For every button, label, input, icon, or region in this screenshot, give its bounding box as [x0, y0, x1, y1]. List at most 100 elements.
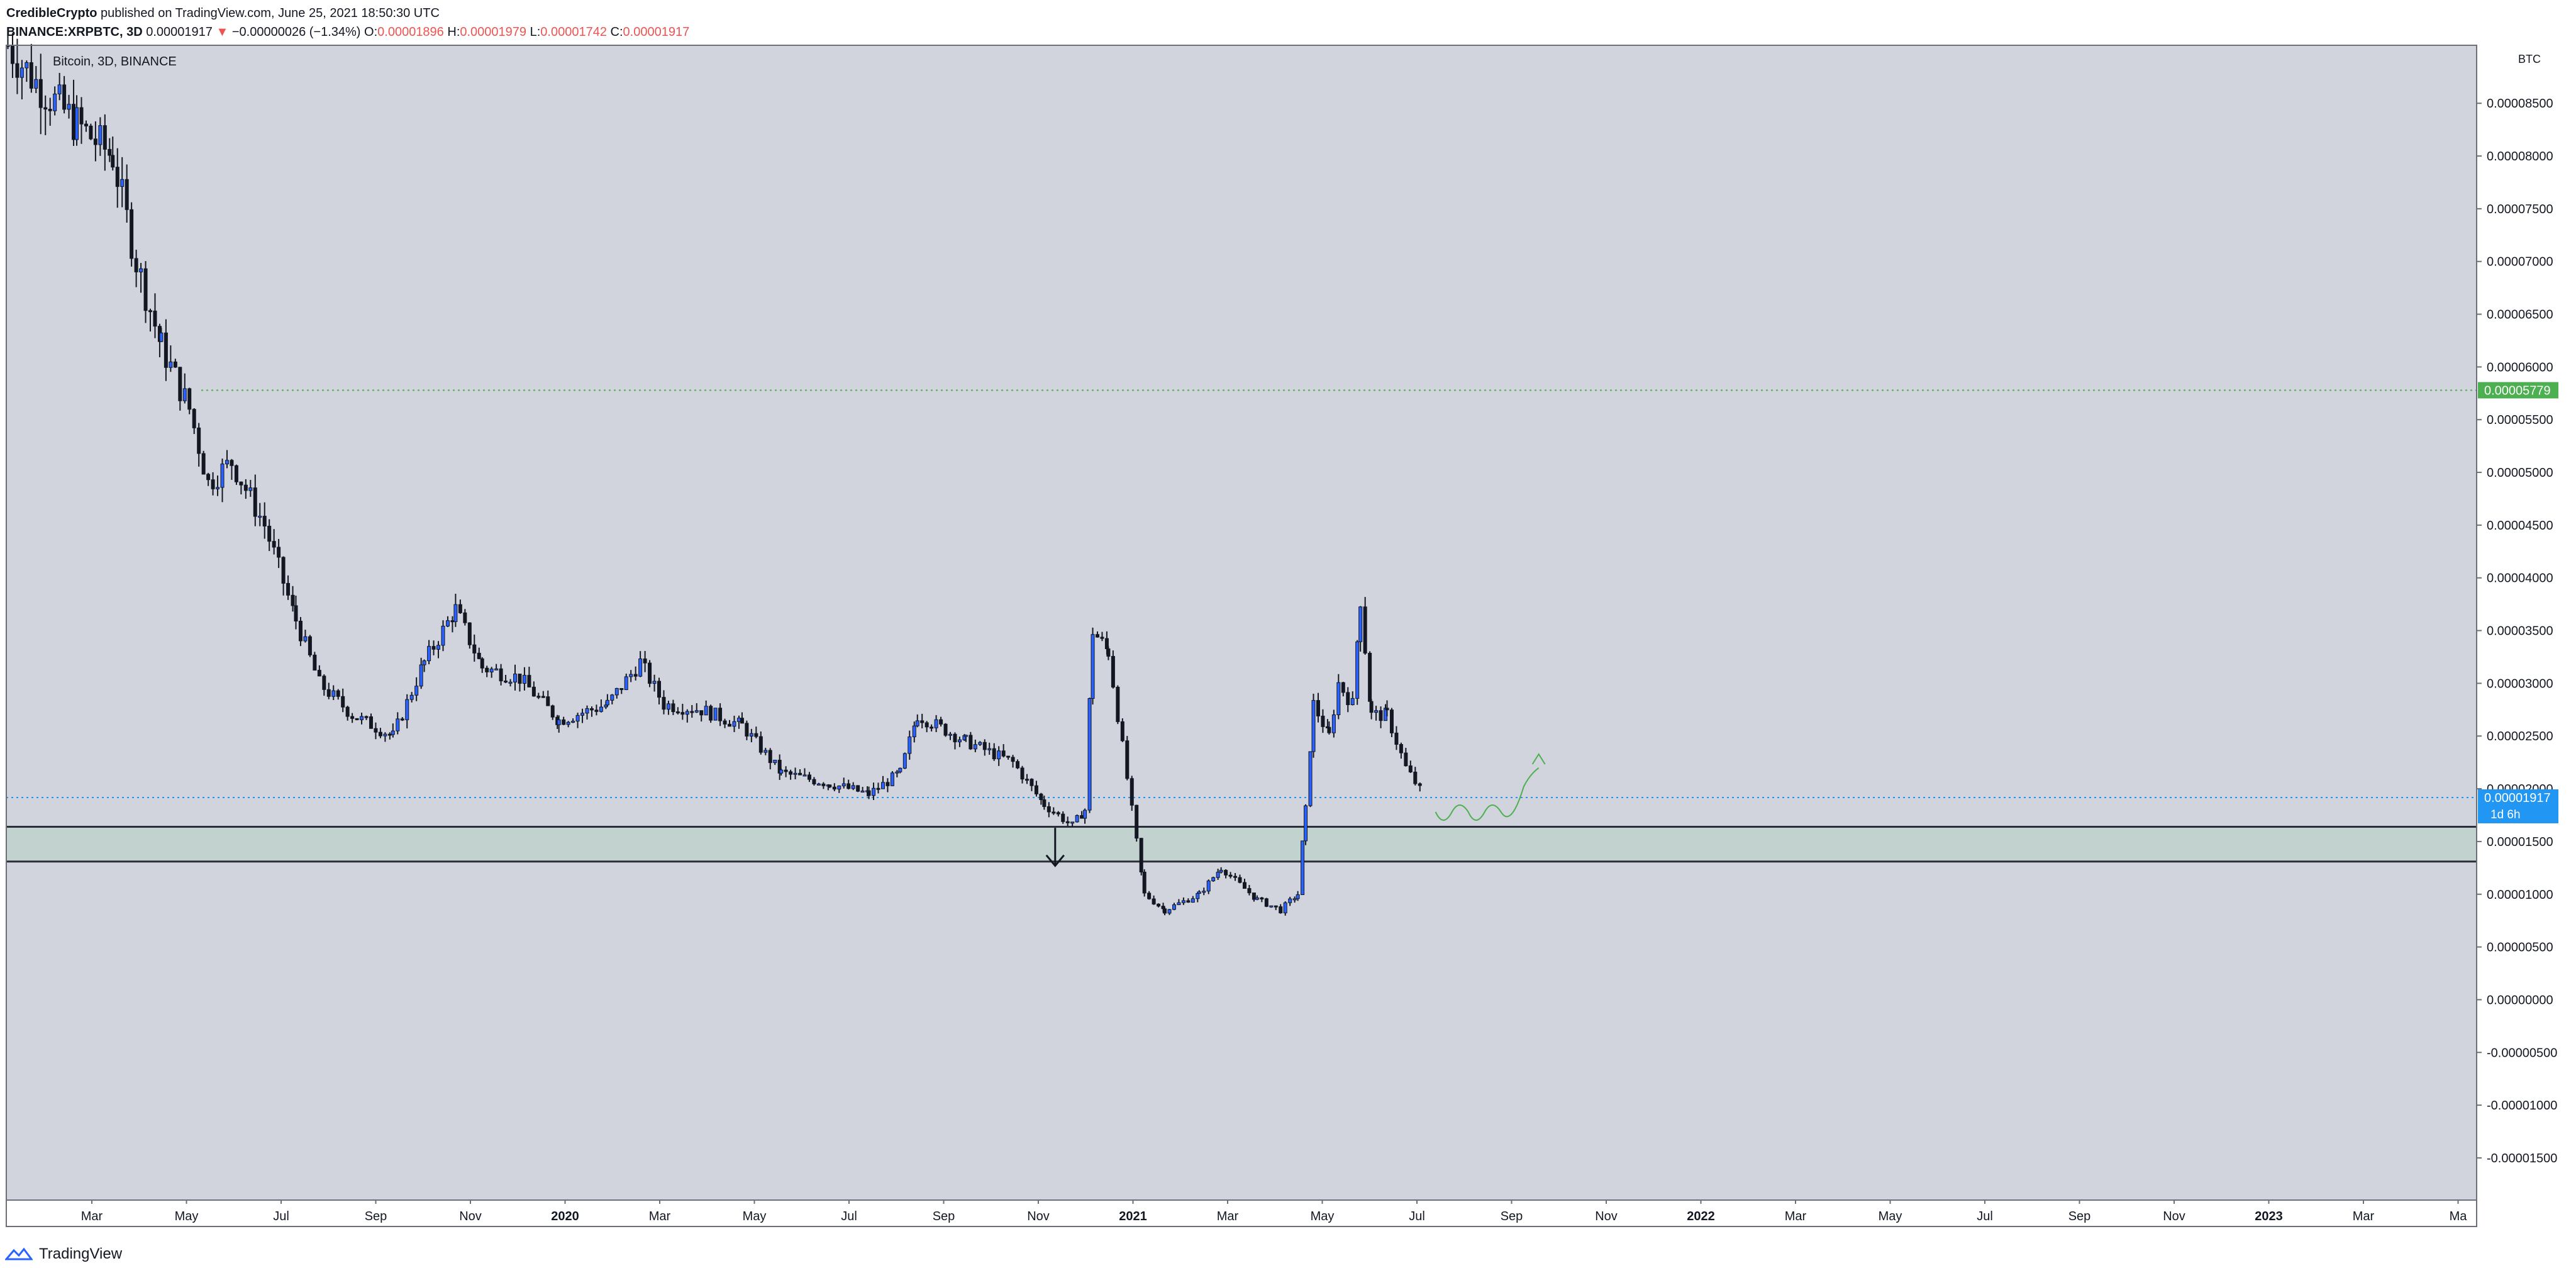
candle-body: [1046, 806, 1051, 813]
candle-body: [1206, 881, 1211, 892]
x-axis-ticks: Mar May Jul Sep Nov 2020 Mar May Jul Sep Nov 2021 Ma…: [81, 1200, 2467, 1223]
candle-body: [494, 668, 499, 670]
candle-body: [828, 784, 832, 787]
candle-body: [422, 660, 426, 665]
candle-body: [1006, 755, 1011, 758]
candle-body: [485, 667, 489, 672]
candle-body: [982, 742, 987, 750]
candle-body: [728, 723, 732, 727]
candle-body: [997, 750, 1001, 760]
currency-label: BTC: [2518, 53, 2541, 65]
candle-body: [1216, 872, 1220, 878]
candle-body: [400, 718, 404, 721]
candle-body: [541, 696, 545, 698]
author-name[interactable]: CredibleCrypto: [6, 6, 97, 20]
candle-body: [431, 646, 436, 650]
y-tick-label: 0.00003500: [2487, 625, 2553, 638]
x-tick-label: Nov: [1027, 1210, 1050, 1223]
candle-body: [286, 582, 291, 596]
candle-body: [1034, 785, 1038, 794]
candle-body: [84, 123, 88, 126]
candle-body: [807, 774, 811, 780]
candle-body: [1147, 893, 1152, 899]
countdown-label: 1d 6h: [2490, 808, 2521, 821]
candle-body: [1316, 700, 1320, 716]
candle-body: [345, 706, 350, 717]
y-tick-label: 0.00002500: [2487, 730, 2553, 743]
candle-body: [1070, 821, 1075, 824]
candle-body: [72, 104, 76, 140]
candle-body: [25, 62, 29, 69]
candle-body: [1080, 815, 1084, 819]
candle-body: [1264, 898, 1269, 907]
candle-body: [173, 361, 177, 368]
candle-body: [148, 310, 153, 313]
candle-body: [675, 711, 680, 714]
candle-body: [134, 258, 138, 272]
candle-body: [187, 388, 192, 410]
price-axis[interactable]: [2477, 45, 2576, 1200]
tradingview-footer[interactable]: TradingView: [5, 1245, 122, 1263]
candle-body: [1247, 888, 1252, 894]
candle-body: [178, 367, 182, 401]
x-tick-label: Jul: [841, 1210, 857, 1223]
candle-body: [1242, 882, 1246, 889]
candle-body: [1087, 698, 1092, 811]
y-tick-label: 0.00000500: [2487, 941, 2553, 955]
candle-body: [10, 45, 14, 64]
candle-body: [291, 594, 295, 606]
candle-body: [699, 710, 704, 716]
candle-body: [1331, 714, 1336, 733]
candle-body: [405, 699, 409, 720]
candle-body: [856, 785, 860, 792]
candle-body: [867, 790, 871, 796]
candle-body: [718, 708, 723, 721]
candle-body: [453, 604, 458, 622]
candle-body: [812, 779, 816, 784]
candle-body: [652, 681, 657, 684]
time-axis[interactable]: [6, 1200, 2477, 1226]
candle-body: [685, 711, 689, 715]
candle-body: [1408, 765, 1413, 772]
plot-area[interactable]: [6, 45, 2477, 1200]
y-tick-label: 0.00004000: [2487, 572, 2553, 586]
candle-body: [201, 453, 206, 475]
candle-body: [1020, 767, 1024, 780]
candle-body: [1418, 783, 1422, 786]
x-tick-label: Nov: [1595, 1210, 1618, 1223]
candle-body: [860, 791, 865, 793]
y-tick-label: -0.00001000: [2487, 1099, 2557, 1113]
candle-body: [763, 750, 768, 753]
candle-body: [522, 675, 526, 684]
candle-body: [758, 736, 763, 753]
candle-body: [308, 636, 312, 655]
candle-body: [262, 516, 267, 526]
candle-body: [1224, 870, 1228, 876]
candle-body: [1363, 606, 1367, 653]
down-triangle-icon: ▼: [216, 25, 229, 39]
candle-body: [317, 670, 321, 677]
candle-body: [1399, 744, 1403, 754]
y-tick-label: 0.00000000: [2487, 993, 2553, 1007]
x-tick-label: 2020: [551, 1210, 579, 1223]
candle-body: [383, 733, 387, 737]
candle-body: [130, 209, 134, 259]
x-tick-label: Nov: [459, 1210, 482, 1223]
candle-body: [164, 332, 168, 368]
candle-body: [513, 674, 517, 682]
candle-body: [934, 719, 938, 728]
candle-body: [350, 716, 355, 719]
candle-body: [643, 658, 647, 664]
candle-body: [924, 722, 929, 728]
candle-body: [773, 759, 777, 764]
y-tick-label: 0.00004500: [2487, 519, 2553, 533]
candle-body: [322, 676, 326, 690]
support-zone[interactable]: [6, 826, 2477, 862]
candle-body: [19, 67, 24, 78]
candle-body: [1152, 898, 1156, 904]
candle-body: [973, 744, 977, 750]
candle-body: [1260, 897, 1264, 899]
y-tick-label: -0.00000500: [2487, 1046, 2557, 1060]
y-tick-label: -0.00001500: [2487, 1152, 2557, 1165]
